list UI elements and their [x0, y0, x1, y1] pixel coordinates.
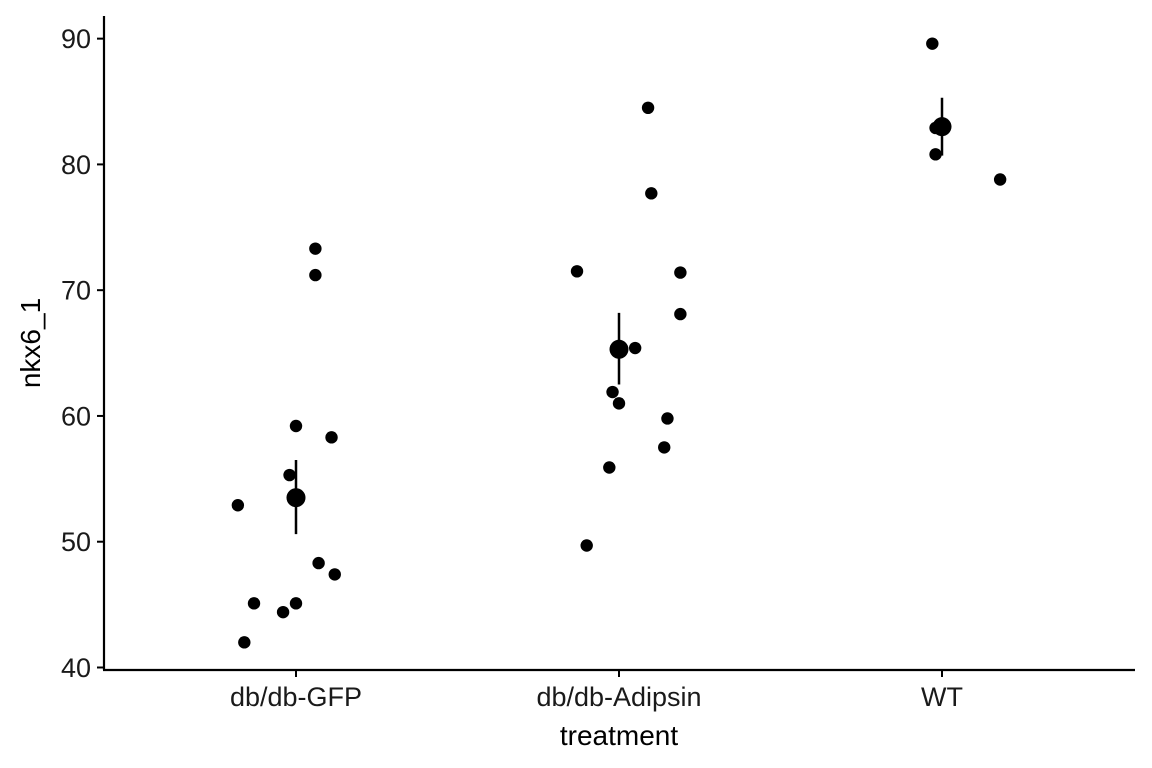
data-point	[612, 397, 626, 410]
mean-point	[932, 117, 952, 137]
x-axis-title: treatment	[560, 720, 678, 751]
plot-marks	[231, 37, 1007, 649]
y-tick-label: 40	[61, 653, 91, 683]
data-point	[603, 461, 616, 474]
data-point	[606, 385, 619, 399]
y-axis-ticks: 40 50 60 70 80 90	[61, 24, 104, 683]
x-tick-label: WT	[921, 682, 963, 712]
x-axis-ticks: db/db-GFP db/db-Adipsin WT	[230, 670, 963, 712]
y-tick-label: 70	[61, 276, 91, 306]
data-point	[929, 148, 942, 161]
data-point	[580, 539, 593, 552]
y-axis-title: nkx6_1	[15, 298, 46, 388]
data-point	[283, 468, 296, 482]
mean-point	[609, 339, 629, 359]
y-tick-label: 60	[61, 401, 91, 431]
data-point	[289, 419, 303, 433]
data-point	[926, 37, 939, 50]
data-point	[993, 173, 1007, 186]
data-point	[674, 307, 687, 321]
data-point	[309, 268, 322, 282]
data-point	[570, 265, 584, 278]
data-point	[628, 341, 642, 355]
data-point	[661, 412, 674, 425]
data-point	[312, 556, 325, 570]
data-point	[238, 636, 251, 649]
data-point	[247, 597, 261, 610]
data-point	[231, 499, 245, 512]
data-point	[658, 441, 671, 454]
data-point	[645, 187, 658, 200]
mean-point	[286, 488, 306, 508]
y-tick-label: 90	[61, 24, 91, 54]
data-point	[674, 266, 687, 279]
data-point	[289, 597, 303, 610]
data-point	[325, 431, 338, 444]
data-point	[276, 605, 290, 619]
x-tick-label: db/db-Adipsin	[536, 682, 701, 712]
y-tick-label: 80	[61, 150, 91, 180]
y-tick-label: 50	[61, 527, 91, 557]
data-point	[328, 568, 341, 581]
x-tick-label: db/db-GFP	[230, 682, 362, 712]
data-point	[309, 242, 322, 255]
data-point	[641, 101, 655, 115]
